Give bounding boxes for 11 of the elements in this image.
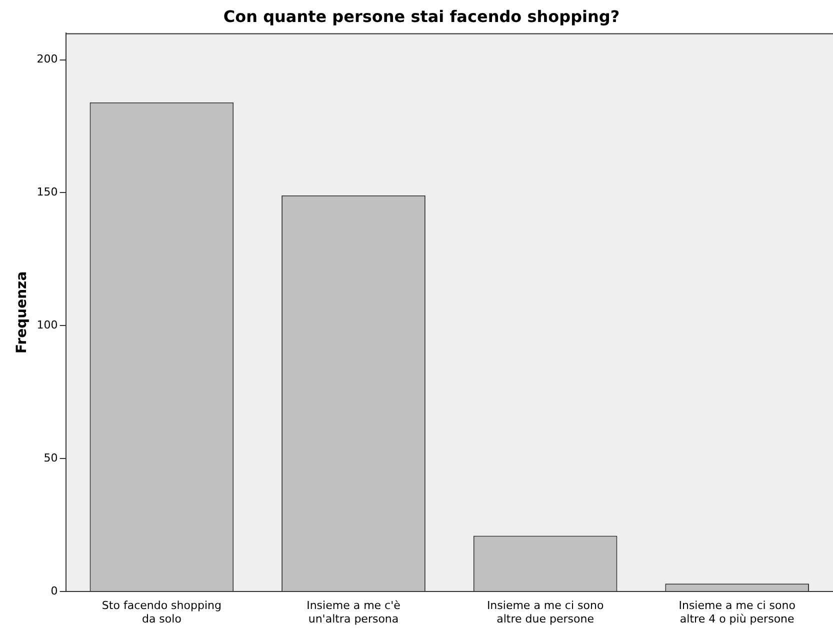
x-tick-label: Insieme a me c'è un'altra persona bbox=[306, 599, 401, 626]
y-tick-label: 150 bbox=[36, 186, 58, 199]
y-tick-label: 0 bbox=[50, 584, 58, 598]
x-tick-label: Insieme a me ci sono altre due persone bbox=[486, 599, 604, 626]
y-tick-label: 100 bbox=[36, 318, 58, 332]
x-tick-label: Insieme a me ci sono altre 4 o più persone bbox=[678, 599, 796, 626]
y-tick-label: 200 bbox=[36, 52, 58, 66]
y-axis-title: Frequenza bbox=[14, 271, 30, 354]
x-tick-label: Sto facendo shopping da solo bbox=[102, 599, 222, 626]
y-tick-label: 50 bbox=[44, 452, 58, 465]
chart-title: Con quante persone stai facendo shopping? bbox=[223, 6, 620, 26]
